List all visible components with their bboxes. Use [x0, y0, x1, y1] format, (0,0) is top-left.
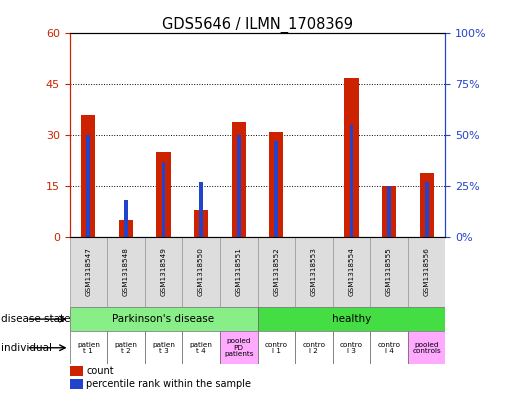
Text: pooled
PD
patients: pooled PD patients: [224, 338, 253, 357]
Bar: [124, 200, 128, 237]
Bar: [145, 237, 182, 307]
Bar: [345, 77, 358, 237]
Bar: [237, 135, 241, 237]
Bar: [425, 182, 428, 237]
Bar: [182, 331, 220, 364]
Bar: [182, 237, 220, 307]
Bar: [145, 331, 182, 364]
Bar: [199, 182, 203, 237]
Bar: [258, 331, 295, 364]
Bar: [119, 220, 133, 237]
Text: individual: individual: [1, 343, 52, 353]
Text: GSM1318550: GSM1318550: [198, 248, 204, 296]
Bar: [258, 237, 295, 307]
Bar: [81, 115, 95, 237]
Bar: [333, 237, 370, 307]
Text: GSM1318547: GSM1318547: [85, 248, 91, 296]
Bar: [162, 162, 165, 237]
Text: GSM1318551: GSM1318551: [236, 248, 242, 296]
Text: GSM1318549: GSM1318549: [161, 248, 166, 296]
Text: contro
l 2: contro l 2: [302, 342, 325, 354]
Bar: [370, 331, 408, 364]
Text: GSM1318552: GSM1318552: [273, 248, 279, 296]
Bar: [408, 237, 445, 307]
Text: GSM1318548: GSM1318548: [123, 248, 129, 296]
Bar: [70, 366, 83, 376]
Bar: [70, 379, 83, 389]
Text: GSM1318554: GSM1318554: [349, 248, 354, 296]
Text: contro
l 1: contro l 1: [265, 342, 288, 354]
Bar: [382, 186, 396, 237]
Text: GSM1318553: GSM1318553: [311, 248, 317, 296]
Bar: [220, 237, 258, 307]
Bar: [408, 331, 445, 364]
Bar: [70, 331, 107, 364]
Text: patien
t 3: patien t 3: [152, 342, 175, 354]
Bar: [269, 132, 283, 237]
Bar: [70, 237, 107, 307]
Text: percentile rank within the sample: percentile rank within the sample: [87, 379, 251, 389]
Text: Parkinson's disease: Parkinson's disease: [112, 314, 215, 324]
Text: patien
t 1: patien t 1: [77, 342, 100, 354]
Text: healthy: healthy: [332, 314, 371, 324]
Bar: [107, 237, 145, 307]
Bar: [370, 237, 408, 307]
Bar: [420, 173, 434, 237]
Bar: [258, 307, 445, 331]
Bar: [194, 210, 208, 237]
Text: GSM1318556: GSM1318556: [424, 248, 430, 296]
Bar: [350, 125, 353, 237]
Text: disease state: disease state: [1, 314, 71, 324]
Bar: [232, 122, 246, 237]
Text: patien
t 2: patien t 2: [114, 342, 138, 354]
Text: contro
l 3: contro l 3: [340, 342, 363, 354]
Text: GSM1318555: GSM1318555: [386, 248, 392, 296]
Bar: [87, 135, 90, 237]
Bar: [220, 331, 258, 364]
Bar: [295, 237, 333, 307]
Text: pooled
controls: pooled controls: [413, 342, 441, 354]
Text: contro
l 4: contro l 4: [377, 342, 401, 354]
Bar: [107, 331, 145, 364]
Title: GDS5646 / ILMN_1708369: GDS5646 / ILMN_1708369: [162, 17, 353, 33]
Text: count: count: [87, 366, 114, 376]
Bar: [333, 331, 370, 364]
Bar: [387, 186, 391, 237]
Text: patien
t 4: patien t 4: [190, 342, 213, 354]
Bar: [70, 307, 258, 331]
Bar: [274, 141, 278, 237]
Bar: [157, 152, 170, 237]
Bar: [295, 331, 333, 364]
